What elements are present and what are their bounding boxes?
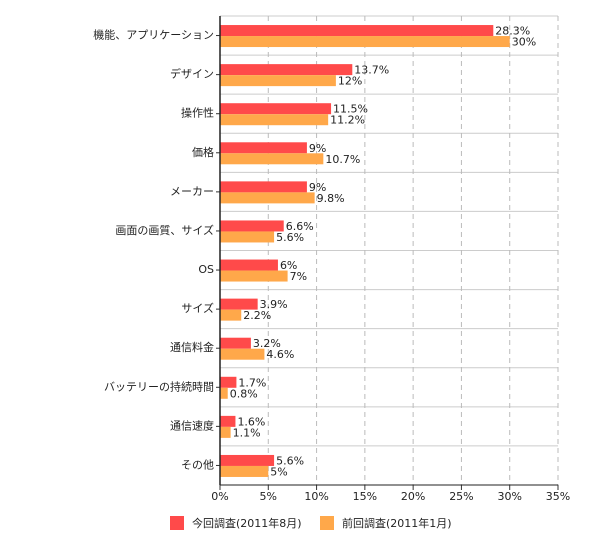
bar: [220, 25, 494, 37]
value-label: 11.2%: [330, 114, 365, 127]
bar: [220, 415, 236, 427]
legend-swatch: [170, 516, 184, 530]
y-tick-label: 画面の画質、サイズ: [115, 223, 214, 237]
bar: [220, 75, 336, 87]
bar: [220, 337, 251, 349]
value-label: 5%: [270, 465, 287, 478]
bar: [220, 465, 269, 477]
x-tick-label: 20%: [401, 490, 425, 503]
value-label: 9%: [309, 181, 326, 194]
x-tick-label: 0%: [211, 490, 228, 503]
y-tick-label: 通信速度: [170, 418, 214, 432]
legend-label: 前回調査(2011年1月): [342, 516, 452, 530]
bar: [220, 114, 329, 126]
value-label: 5.6%: [276, 231, 304, 244]
y-tick-label: 価格: [192, 145, 214, 159]
x-tick-label: 35%: [546, 490, 570, 503]
value-label: 7%: [290, 270, 307, 283]
value-label: 6%: [280, 259, 297, 272]
value-label: 0.8%: [230, 387, 258, 400]
value-label: 10.7%: [325, 153, 360, 166]
value-label: 5.6%: [276, 454, 304, 467]
bar: [220, 64, 353, 76]
x-tick-label: 10%: [304, 490, 328, 503]
value-label: 12%: [338, 75, 362, 88]
bar: [220, 220, 284, 232]
bar: [220, 181, 307, 193]
value-label: 13.7%: [354, 64, 389, 77]
legend-swatch: [320, 516, 334, 530]
value-label: 9%: [309, 142, 326, 155]
y-tick-label: サイズ: [181, 301, 214, 315]
y-tick-label: OS: [198, 263, 214, 276]
x-tick-label: 15%: [353, 490, 377, 503]
y-tick-label: デザイン: [170, 67, 214, 81]
bar: [220, 259, 278, 271]
bar: [220, 387, 228, 399]
legend-label: 今回調査(2011年8月): [192, 516, 302, 530]
value-label: 9.8%: [317, 192, 345, 205]
bar: [220, 376, 237, 388]
bar: [220, 103, 332, 115]
bar: [220, 348, 265, 360]
value-label: 28.3%: [495, 25, 530, 38]
value-label: 6.6%: [286, 220, 314, 233]
bar: [220, 231, 275, 243]
x-tick-label: 25%: [449, 490, 473, 503]
value-label: 30%: [512, 36, 536, 49]
value-label: 2.2%: [243, 309, 271, 322]
value-label: 1.6%: [237, 415, 265, 428]
x-tick-label: 5%: [260, 490, 277, 503]
y-tick-label: 機能、アプリケーション: [93, 28, 214, 42]
bar: [220, 426, 231, 438]
value-label: 4.6%: [266, 348, 294, 361]
value-label: 3.2%: [253, 337, 281, 350]
value-label: 3.9%: [260, 298, 288, 311]
value-label: 11.5%: [333, 103, 368, 116]
x-tick-label: 30%: [497, 490, 521, 503]
value-label: 1.1%: [233, 426, 261, 439]
bar: [220, 153, 324, 165]
y-tick-label: メーカー: [170, 185, 214, 198]
bar: [220, 309, 242, 321]
bar: [220, 270, 288, 282]
y-tick-label: その他: [181, 458, 214, 471]
bar: [220, 454, 275, 466]
y-tick-label: バッテリーの持続時間: [104, 379, 214, 393]
bar: [220, 192, 315, 204]
bar: [220, 36, 510, 48]
bar: [220, 142, 307, 154]
y-tick-label: 通信料金: [170, 340, 214, 354]
y-tick-label: 操作性: [181, 106, 214, 120]
bar: [220, 298, 258, 310]
value-label: 1.7%: [238, 376, 266, 389]
